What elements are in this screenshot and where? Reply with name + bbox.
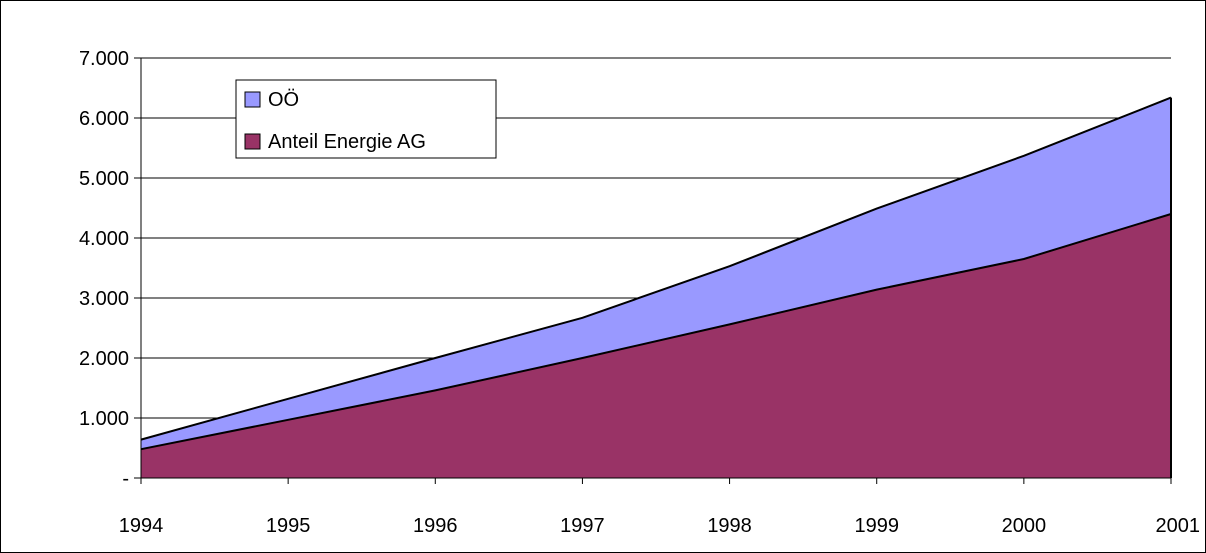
x-tick-label: 1996 (413, 515, 458, 537)
area-anteil-energie-ag (141, 214, 1171, 478)
y-tick-label: 6.000 (79, 108, 129, 130)
legend-swatch-anteil-energie-ag (244, 133, 261, 150)
x-tick-label: 1997 (560, 515, 605, 537)
series-areas (140, 96, 1172, 478)
x-tick-label: 1995 (266, 515, 311, 537)
y-tick-labels: - 1.000 2.000 3.000 4.000 5.000 6.000 7.000 (79, 48, 129, 490)
y-tick-label: 5.000 (79, 168, 129, 190)
x-tick-label: 1994 (119, 515, 164, 537)
series-line-oo (140, 96, 1172, 441)
x-tick-label: 2000 (1002, 515, 1047, 537)
y-tick-label: 4.000 (79, 228, 129, 250)
legend-label-oo: OÖ (268, 89, 299, 111)
legend-swatch-oo (244, 91, 261, 108)
x-tick-labels: 1994 1995 1996 1997 1998 1999 2000 2001 (119, 478, 1200, 537)
axes (140, 58, 1171, 479)
legend-box (235, 79, 497, 159)
x-tick-label: 1999 (854, 515, 899, 537)
y-tick-label: 7.000 (79, 48, 129, 70)
y-tick-label: 2.000 (79, 348, 129, 370)
x-tick-label: 2001 (1156, 515, 1201, 537)
y-tick-label: 1.000 (79, 408, 129, 430)
y-tick-label: - (122, 468, 129, 490)
legend-label-anteil-energie-ag: Anteil Energie AG (268, 131, 426, 153)
y-tick-label: 3.000 (79, 288, 129, 310)
series-line-anteil-energie-ag (140, 213, 1172, 451)
x-tick-label: 1998 (707, 515, 752, 537)
legend: OÖ Anteil Energie AG (235, 79, 497, 159)
